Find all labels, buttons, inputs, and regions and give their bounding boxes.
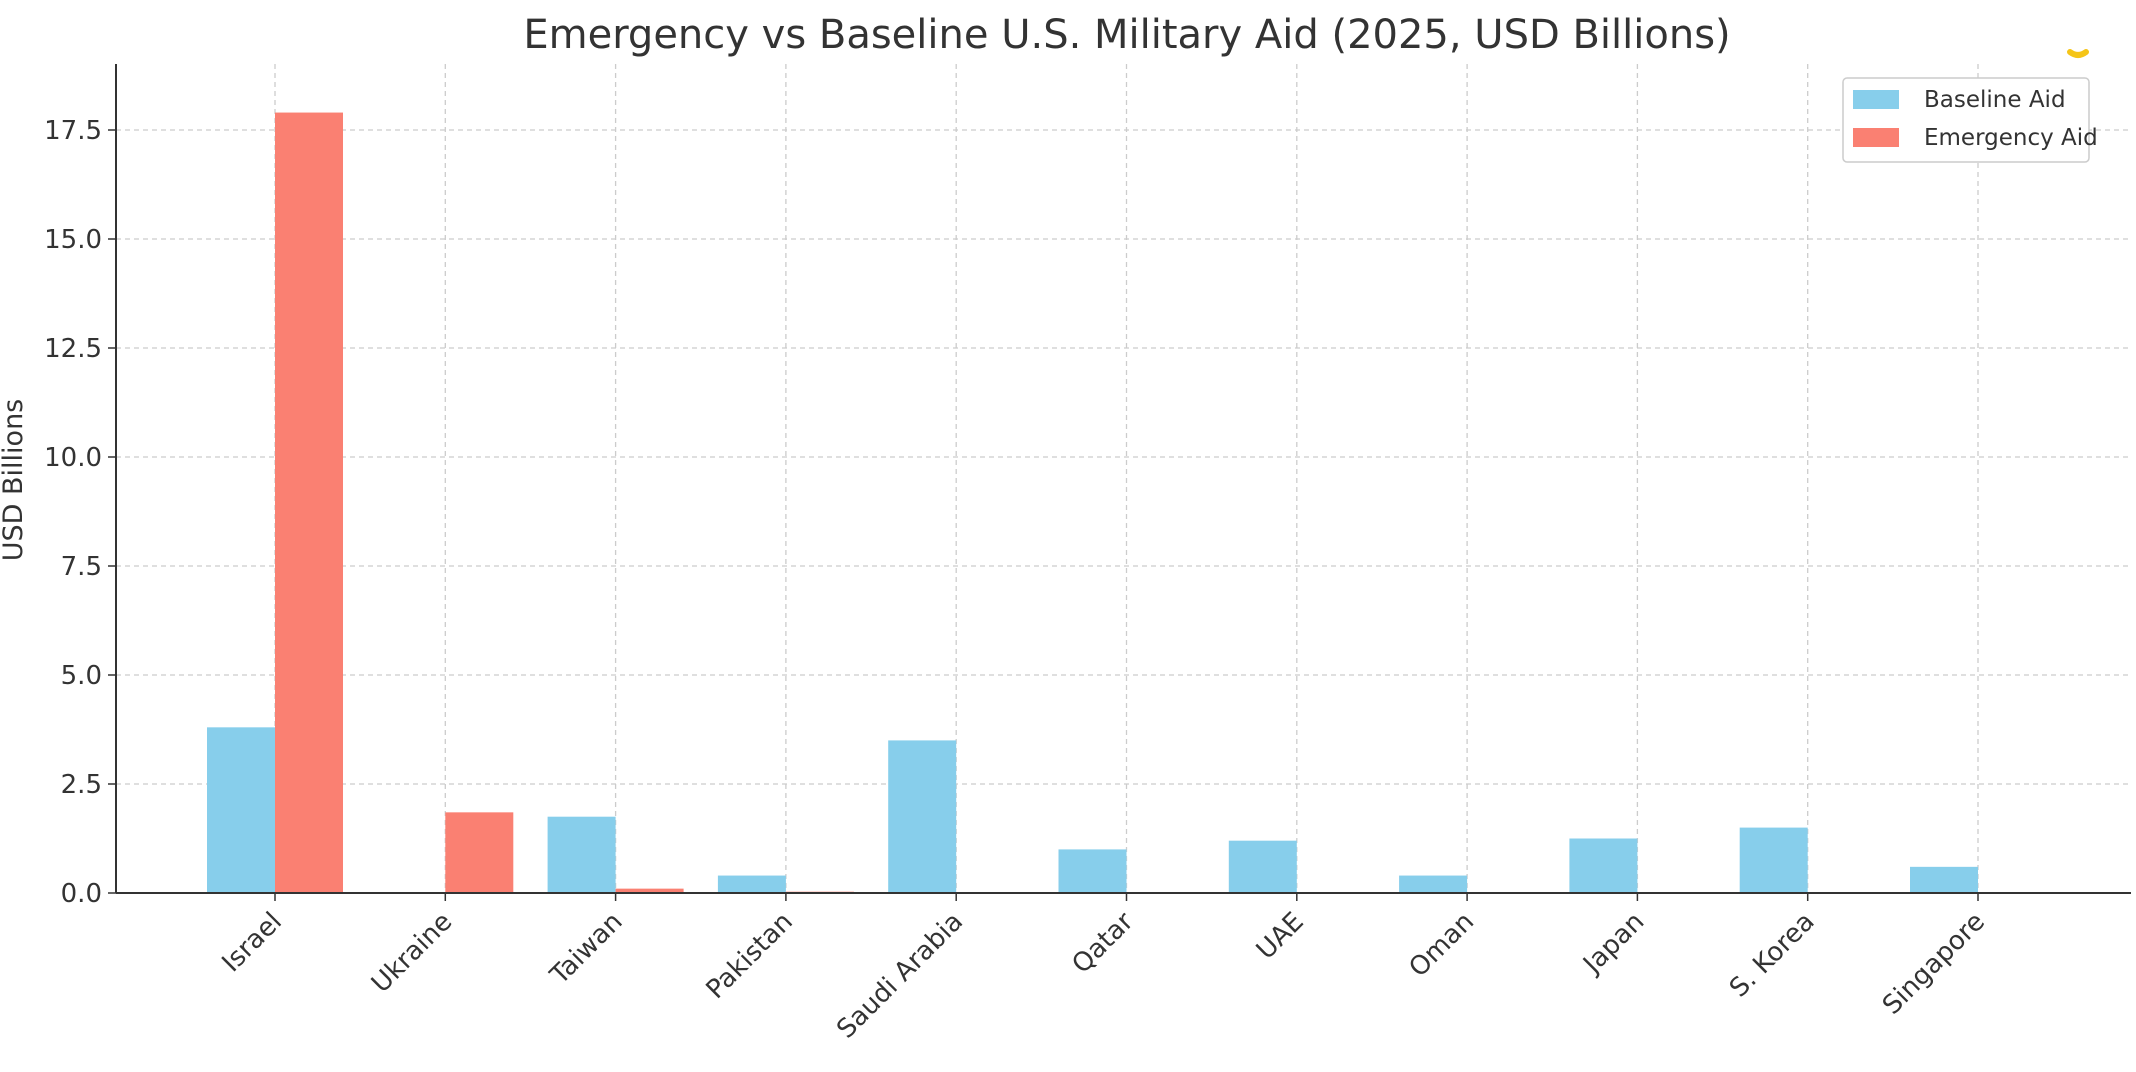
y-tick-label: 12.5 bbox=[44, 334, 102, 364]
x-ticks: Israel Ukraine Taiwan Pakistan Saudi Arabia Q… bbox=[216, 893, 1991, 1045]
bar-emergency-taiwan bbox=[615, 888, 684, 893]
x-tick-label: Saudi Arabia bbox=[831, 907, 969, 1045]
axes bbox=[115, 64, 2131, 894]
legend-label-emergency: Emergency Aid bbox=[1924, 125, 2098, 151]
bar-emergency-israel bbox=[275, 112, 343, 893]
y-axis-label: USD Billions bbox=[0, 399, 29, 562]
bars bbox=[207, 112, 1978, 893]
y-tick-label: 0.0 bbox=[61, 879, 102, 909]
bar-baseline-israel bbox=[207, 727, 275, 893]
x-tick-label: Ukraine bbox=[366, 907, 458, 999]
legend-swatch-emergency bbox=[1853, 128, 1899, 147]
bar-baseline-pakistan bbox=[717, 875, 786, 893]
y-tick-label: 5.0 bbox=[61, 661, 102, 691]
y-tick-label: 2.5 bbox=[61, 770, 102, 800]
bar-emergency-ukraine bbox=[445, 812, 514, 893]
x-tick-label: Pakistan bbox=[701, 907, 799, 1005]
bar-baseline-s-korea bbox=[1739, 827, 1808, 893]
bar-baseline-oman bbox=[1399, 875, 1468, 893]
legend: Baseline Aid Emergency Aid bbox=[1842, 77, 2098, 163]
legend-label-baseline: Baseline Aid bbox=[1924, 87, 2066, 113]
x-tick-label: UAE bbox=[1251, 907, 1310, 966]
x-tick-label: Oman bbox=[1404, 907, 1481, 984]
y-ticks: 0.0 2.5 5.0 7.5 10.0 12.5 15.0 17.5 bbox=[44, 116, 116, 909]
y-tick-label: 10.0 bbox=[44, 443, 102, 473]
x-tick-label: Japan bbox=[1576, 907, 1650, 981]
chart-title: Emergency vs Baseline U.S. Military Aid … bbox=[523, 12, 1730, 58]
legend-swatch-baseline bbox=[1853, 90, 1899, 109]
bar-baseline-singapore bbox=[1910, 866, 1978, 893]
x-tick-label: Qatar bbox=[1066, 907, 1139, 980]
bar-baseline-saudi-arabia bbox=[888, 740, 957, 893]
x-tick-label: Israel bbox=[216, 907, 287, 978]
x-tick-label: Taiwan bbox=[544, 907, 628, 991]
grid bbox=[116, 64, 2131, 893]
bar-baseline-uae bbox=[1228, 840, 1297, 893]
legend-box bbox=[1842, 77, 2090, 163]
bar-baseline-qatar bbox=[1058, 849, 1127, 893]
x-tick-label: Singapore bbox=[1877, 907, 1991, 1021]
x-tick-label: S. Korea bbox=[1724, 907, 1821, 1004]
decorative-mark-icon bbox=[2067, 49, 2089, 58]
y-tick-label: 7.5 bbox=[61, 552, 102, 582]
bar-baseline-japan bbox=[1569, 838, 1638, 893]
y-tick-label: 15.0 bbox=[44, 225, 102, 255]
bar-baseline-taiwan bbox=[547, 816, 616, 893]
y-tick-label: 17.5 bbox=[44, 116, 102, 146]
